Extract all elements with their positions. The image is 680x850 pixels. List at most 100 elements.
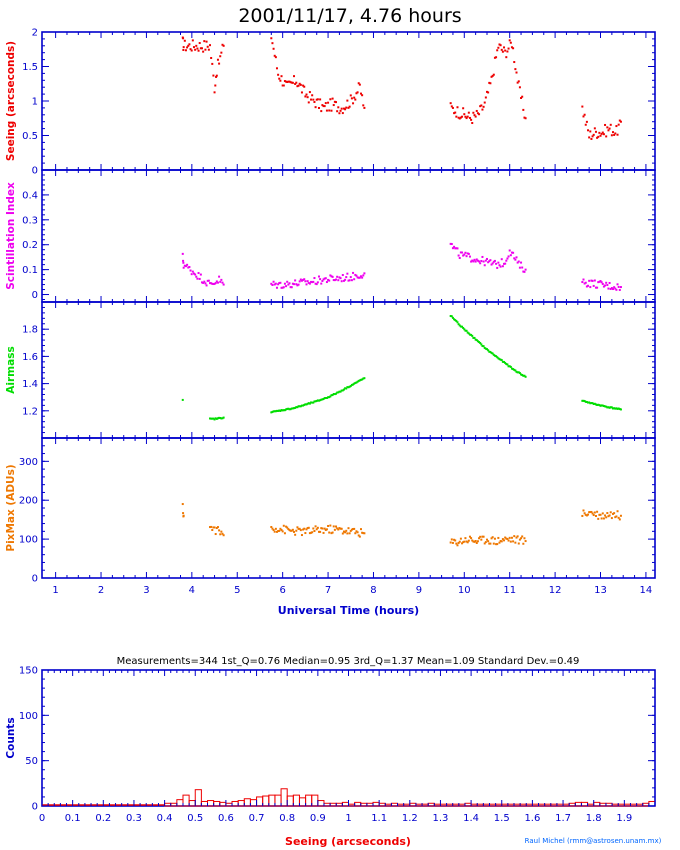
data-point	[190, 49, 193, 52]
data-point	[608, 281, 611, 284]
data-point	[476, 340, 479, 343]
data-point	[346, 272, 349, 275]
data-point	[467, 111, 470, 114]
histogram-bar	[298, 797, 307, 807]
data-point	[479, 105, 482, 108]
data-point	[354, 381, 357, 384]
data-point	[517, 542, 520, 545]
data-point	[518, 266, 521, 269]
data-point	[286, 81, 289, 84]
data-point	[363, 106, 366, 109]
data-point	[479, 535, 482, 538]
data-point	[331, 97, 334, 100]
data-point	[357, 534, 360, 537]
data-point	[287, 80, 290, 83]
data-point	[501, 360, 504, 363]
data-point	[487, 349, 490, 352]
data-point	[607, 129, 610, 132]
x-tick-label: 9	[416, 585, 422, 596]
data-point	[350, 279, 353, 282]
data-point	[590, 402, 593, 405]
data-point	[274, 282, 277, 285]
data-point	[484, 259, 487, 262]
x-tick-label: 0.5	[187, 813, 203, 824]
data-point	[478, 537, 481, 540]
data-point	[356, 380, 359, 383]
data-point	[215, 527, 218, 530]
data-point	[478, 113, 481, 116]
data-point	[587, 284, 590, 287]
data-point	[613, 407, 616, 410]
data-point	[349, 529, 352, 532]
data-point	[483, 264, 486, 267]
data-point	[274, 56, 277, 59]
x-tick-label: 1.6	[524, 813, 540, 824]
data-point	[606, 512, 609, 515]
data-point	[602, 517, 605, 520]
data-point	[303, 403, 306, 406]
data-point	[285, 408, 288, 411]
data-point	[361, 378, 364, 381]
data-point	[212, 283, 215, 286]
data-point	[610, 134, 613, 137]
histogram-bar	[446, 803, 454, 807]
data-point	[614, 407, 617, 410]
data-point	[335, 525, 338, 528]
data-point	[611, 407, 614, 410]
x-axis-label: Universal Time (hours)	[278, 604, 419, 617]
data-point	[617, 123, 620, 126]
data-point	[474, 115, 477, 118]
histogram-bar	[188, 800, 196, 807]
y-tick-label: 0.3	[22, 215, 38, 226]
data-point	[337, 391, 340, 394]
data-point	[488, 542, 491, 545]
data-point	[596, 136, 599, 139]
data-point	[510, 251, 513, 254]
data-point	[600, 132, 603, 135]
data-point	[356, 276, 359, 279]
data-point	[211, 528, 214, 531]
data-point	[592, 284, 595, 287]
data-point	[184, 49, 187, 52]
data-point	[506, 50, 509, 53]
data-point	[195, 44, 198, 47]
data-point	[581, 281, 584, 284]
data-point	[485, 348, 488, 351]
data-point	[328, 109, 331, 112]
data-point	[279, 409, 282, 412]
data-point	[200, 47, 203, 50]
data-point	[453, 538, 456, 541]
histogram-bar	[360, 802, 368, 807]
panel-airmass: 1.2 1.4 1.6 1.8 Airmass	[5, 301, 656, 439]
data-point	[345, 106, 348, 109]
data-point	[507, 255, 510, 258]
data-point	[293, 75, 296, 78]
data-point	[497, 357, 500, 360]
data-point	[345, 387, 348, 390]
data-point	[219, 280, 222, 283]
data-point	[188, 43, 191, 46]
data-point	[592, 133, 595, 136]
data-point	[282, 409, 285, 412]
data-point	[290, 407, 293, 410]
data-point	[464, 329, 467, 332]
data-point	[199, 273, 202, 276]
y-tick-label: 0	[32, 290, 38, 301]
data-point	[604, 123, 607, 126]
data-point	[509, 540, 512, 543]
data-point	[279, 281, 282, 284]
data-point	[282, 84, 285, 87]
data-point	[359, 275, 362, 278]
histogram-bar	[556, 803, 564, 807]
data-point	[347, 527, 350, 530]
data-point	[458, 540, 461, 543]
data-point	[222, 534, 225, 537]
data-point	[304, 280, 307, 283]
data-point	[205, 284, 208, 287]
data-point	[459, 537, 462, 540]
data-point	[206, 45, 209, 48]
data-point	[344, 531, 347, 534]
histogram-bar	[617, 803, 625, 807]
data-point	[495, 355, 498, 358]
data-point	[332, 525, 335, 528]
